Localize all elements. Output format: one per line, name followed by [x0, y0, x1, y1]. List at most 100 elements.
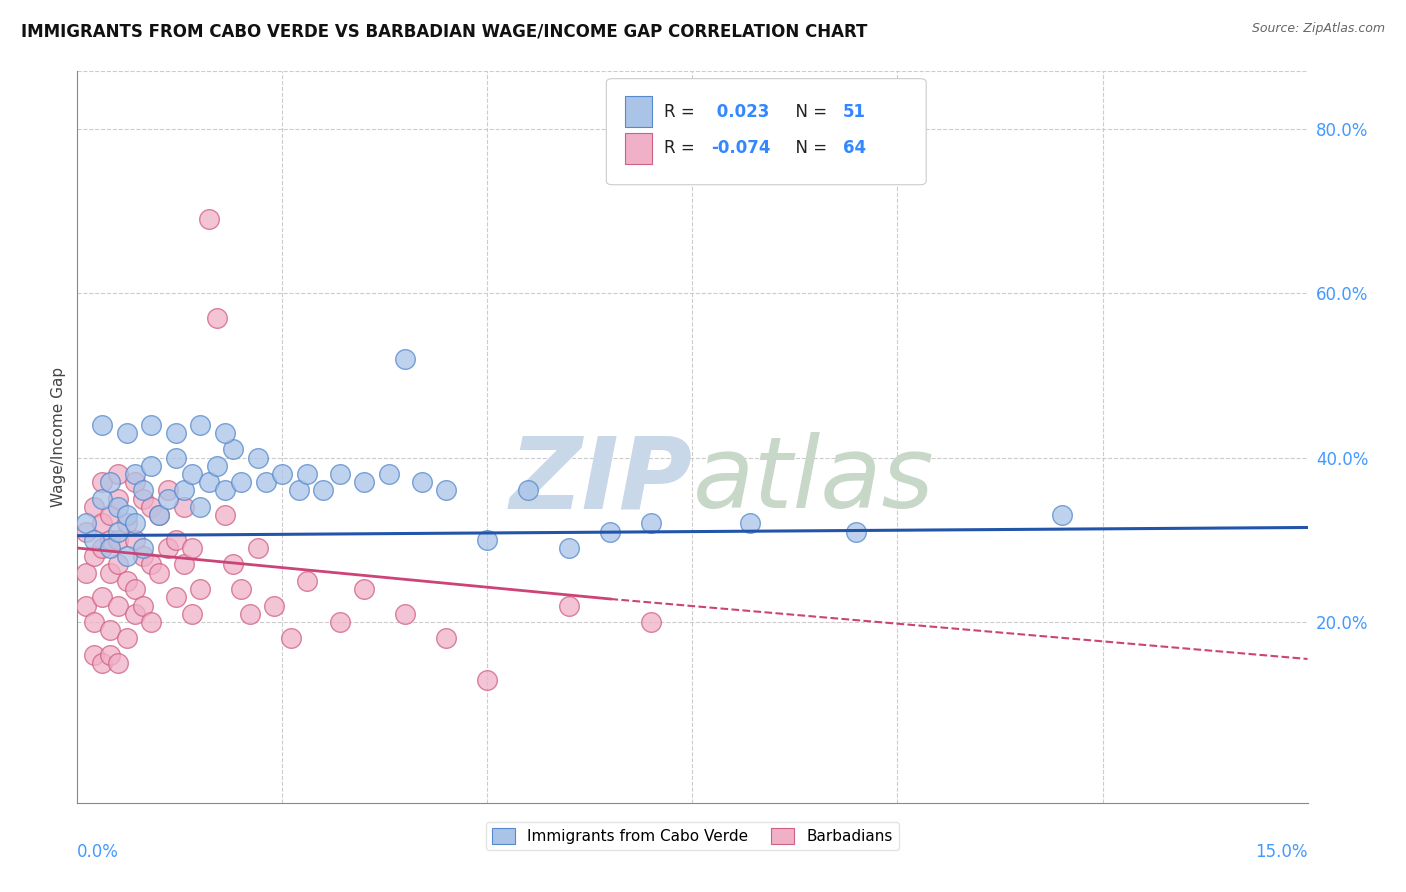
Point [181, 467, 204, 481]
Point [90, 491, 114, 506]
Point [90, 475, 114, 490]
Text: N =: N = [785, 139, 832, 157]
Text: 0.023: 0.023 [711, 103, 769, 120]
Point [75, 566, 97, 580]
Point [246, 450, 269, 465]
Point [90, 516, 114, 531]
Point [477, 673, 499, 687]
Point [222, 442, 245, 457]
Point [394, 607, 416, 621]
Point [263, 599, 285, 613]
Point [124, 607, 146, 621]
Legend: Immigrants from Cabo Verde, Barbadians: Immigrants from Cabo Verde, Barbadians [486, 822, 898, 850]
Point [436, 632, 458, 646]
Point [98, 475, 121, 490]
Point [205, 310, 228, 325]
Point [197, 212, 219, 227]
Point [83, 533, 105, 547]
Point [173, 483, 195, 498]
Point [165, 450, 187, 465]
Point [141, 458, 163, 473]
Point [353, 475, 375, 490]
Point [214, 508, 236, 523]
Point [165, 591, 187, 605]
Y-axis label: Wage/Income Gap: Wage/Income Gap [51, 367, 66, 508]
Text: 51: 51 [842, 103, 866, 120]
Point [90, 417, 114, 432]
Point [98, 566, 121, 580]
Point [599, 524, 621, 539]
Point [197, 475, 219, 490]
Point [288, 483, 311, 498]
Point [214, 425, 236, 440]
Text: ZIP: ZIP [509, 433, 693, 530]
Point [98, 648, 121, 662]
Point [132, 491, 155, 506]
Point [83, 500, 105, 514]
Point [75, 516, 97, 531]
Point [107, 491, 129, 506]
Point [271, 467, 294, 481]
Point [254, 475, 277, 490]
Text: IMMIGRANTS FROM CABO VERDE VS BARBADIAN WAGE/INCOME GAP CORRELATION CHART: IMMIGRANTS FROM CABO VERDE VS BARBADIAN … [21, 22, 868, 40]
Point [329, 467, 352, 481]
Point [107, 500, 129, 514]
Point [132, 541, 155, 555]
Point [75, 599, 97, 613]
Text: Source: ZipAtlas.com: Source: ZipAtlas.com [1251, 22, 1385, 36]
Point [188, 417, 212, 432]
Point [148, 508, 170, 523]
Point [436, 483, 458, 498]
Point [124, 475, 146, 490]
Point [107, 599, 129, 613]
Point [239, 607, 262, 621]
Point [132, 599, 155, 613]
Point [107, 533, 129, 547]
Point [411, 475, 433, 490]
Point [141, 500, 163, 514]
Point [181, 541, 204, 555]
Point [640, 615, 662, 629]
Point [124, 533, 146, 547]
Point [148, 566, 170, 580]
Point [107, 558, 129, 572]
Point [156, 491, 179, 506]
Point [231, 475, 253, 490]
Text: -0.074: -0.074 [711, 139, 770, 157]
Point [477, 533, 499, 547]
Point [124, 516, 146, 531]
Point [394, 351, 416, 366]
Text: R =: R = [664, 103, 700, 120]
Point [90, 591, 114, 605]
Point [312, 483, 335, 498]
Point [353, 582, 375, 596]
Point [378, 467, 401, 481]
Point [124, 582, 146, 596]
FancyBboxPatch shape [606, 78, 927, 185]
Point [165, 425, 187, 440]
Point [517, 483, 540, 498]
Point [181, 607, 204, 621]
Point [124, 467, 146, 481]
Point [329, 615, 352, 629]
Point [246, 541, 269, 555]
Point [132, 549, 155, 564]
Point [295, 574, 318, 588]
Text: 64: 64 [842, 139, 866, 157]
Point [83, 615, 105, 629]
Point [1050, 508, 1073, 523]
Point [141, 558, 163, 572]
Point [75, 524, 97, 539]
Point [83, 549, 105, 564]
Point [558, 541, 581, 555]
Point [141, 417, 163, 432]
Point [845, 524, 868, 539]
Text: atlas: atlas [693, 433, 934, 530]
Point [156, 541, 179, 555]
Text: R =: R = [664, 139, 700, 157]
Point [640, 516, 662, 531]
Point [115, 508, 138, 523]
Point [107, 467, 129, 481]
Point [98, 624, 121, 638]
Point [98, 541, 121, 555]
